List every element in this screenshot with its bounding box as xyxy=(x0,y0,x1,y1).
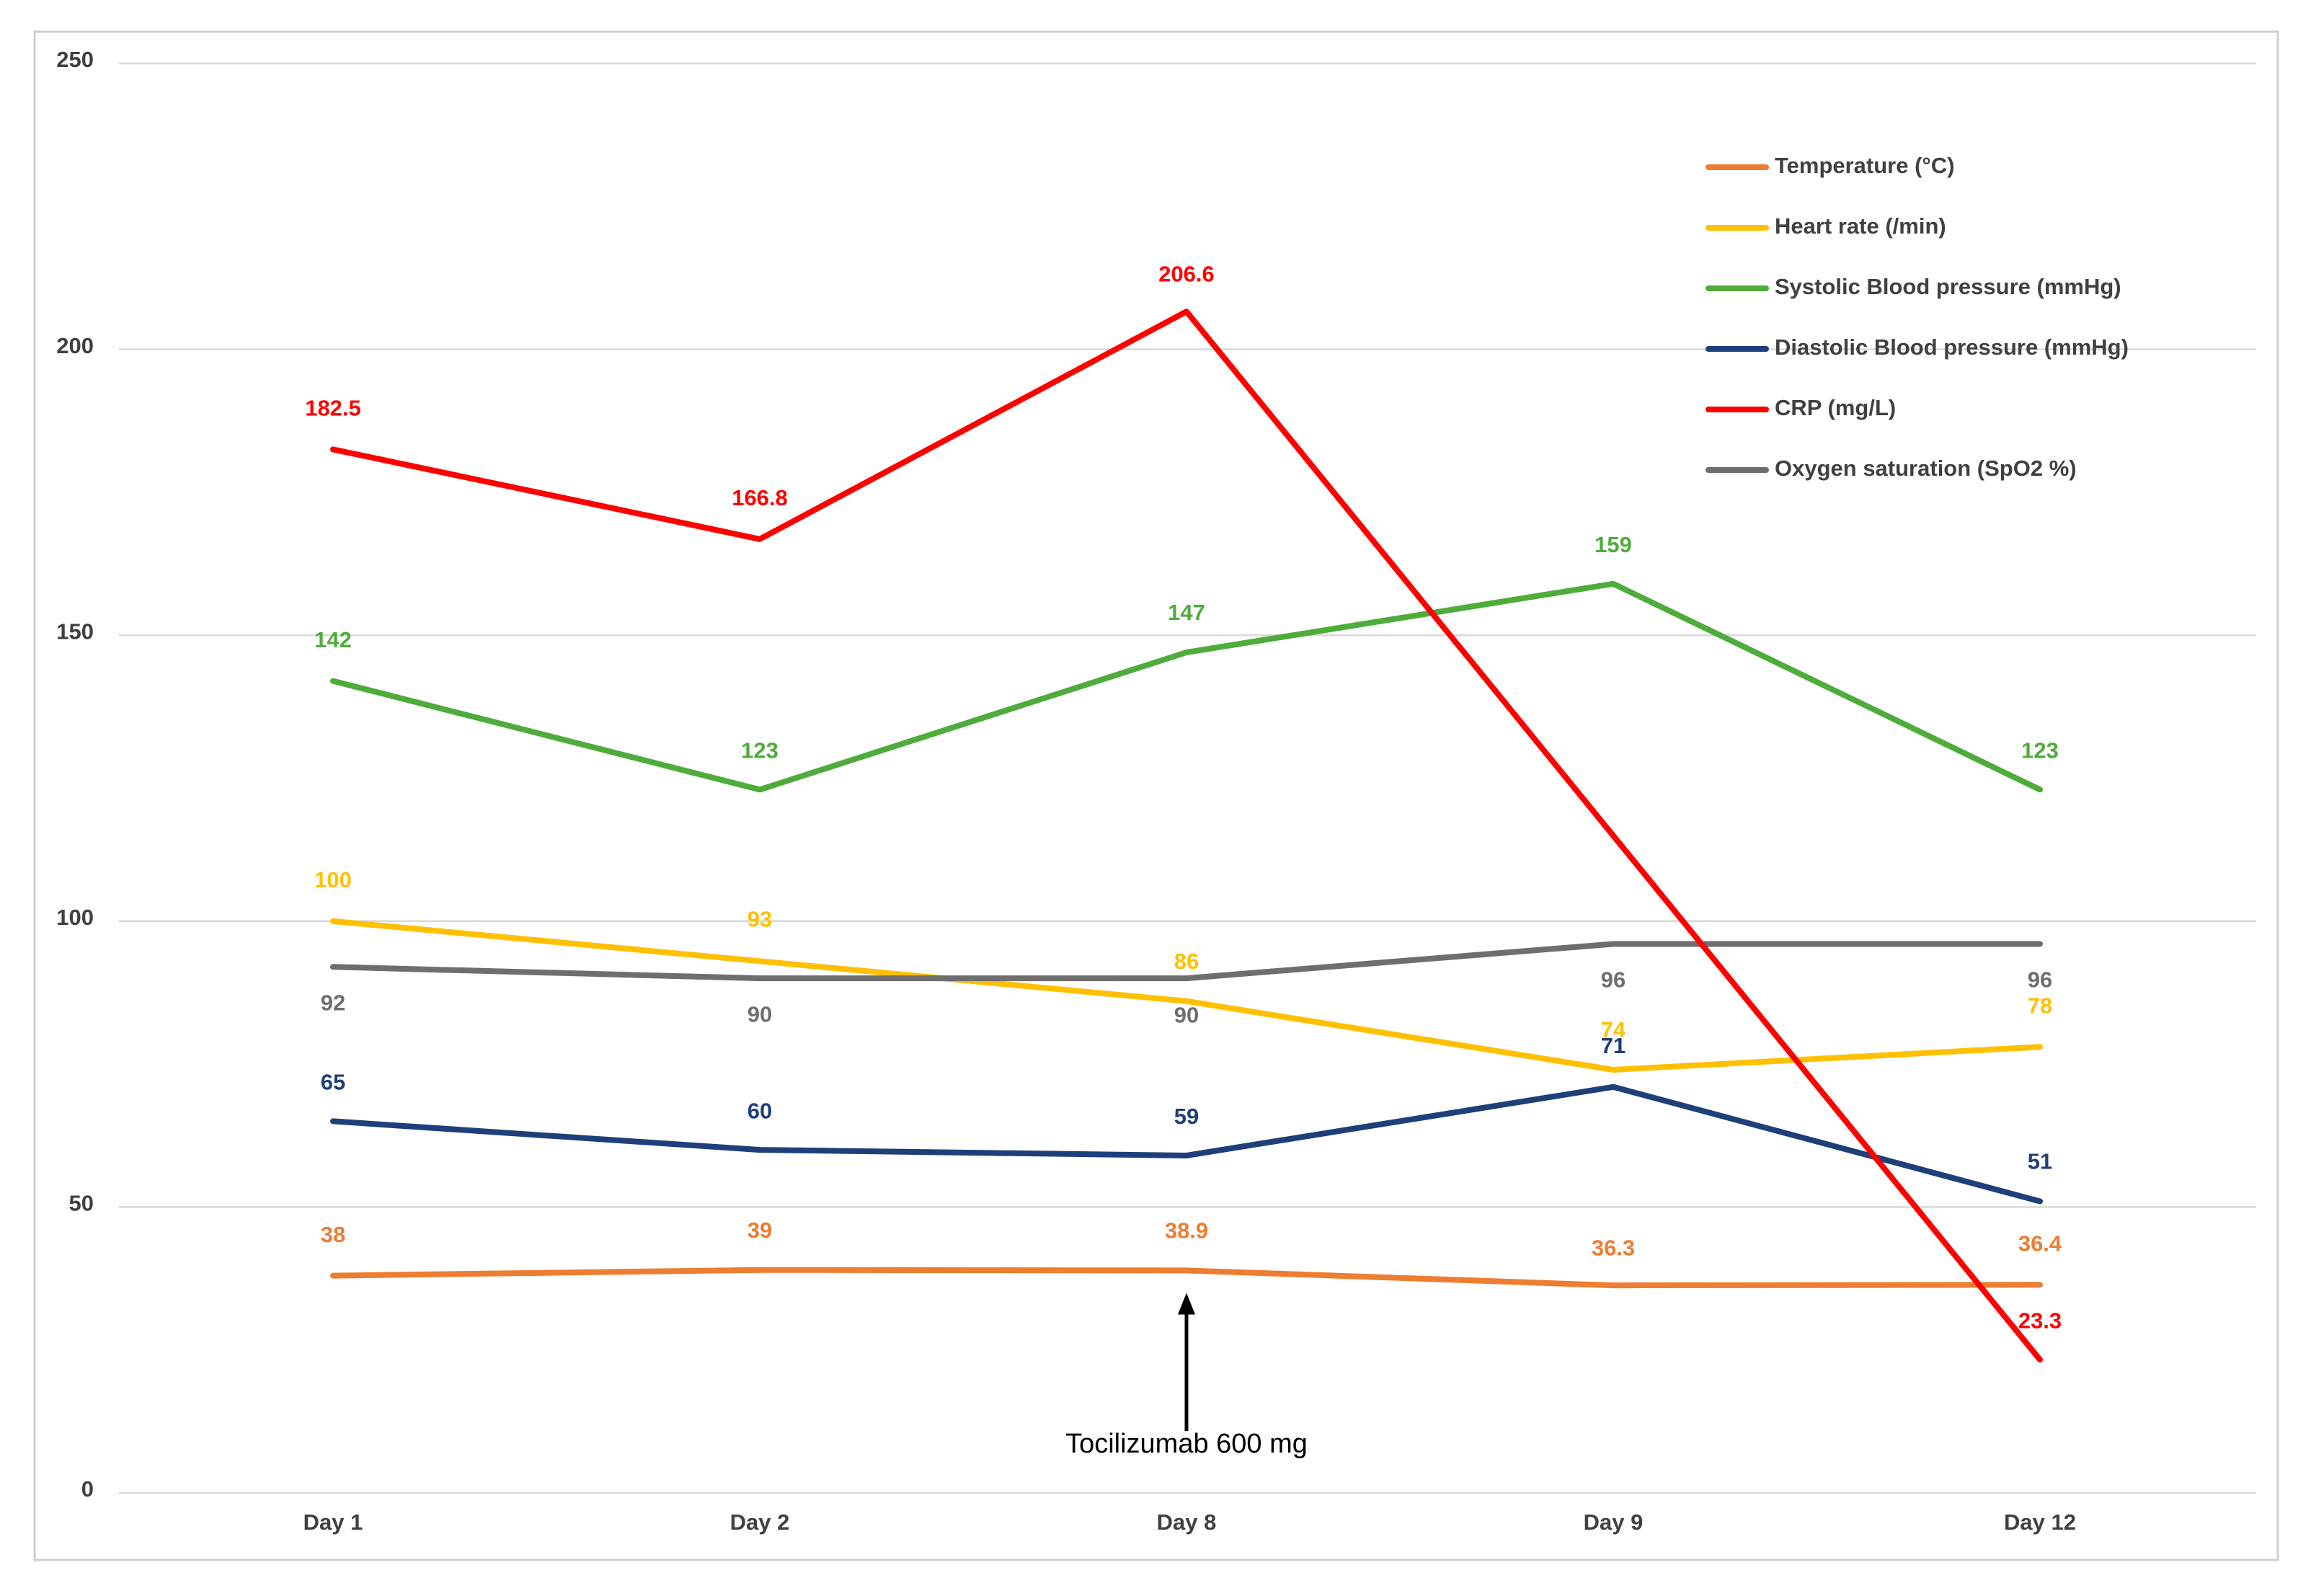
series-line-temperature-c xyxy=(330,1267,2043,1289)
series-line-heart-rate-min xyxy=(330,918,2043,1073)
data-label-oxygen-saturation-spo2-day-12: 96 xyxy=(2028,967,2052,993)
data-label-temperature-c-day-8: 38.9 xyxy=(1165,1218,1208,1243)
data-label-oxygen-saturation-spo2-day-1: 92 xyxy=(321,990,345,1015)
data-label-diastolic-blood-pressure-mmhg-day-8: 59 xyxy=(1174,1104,1199,1129)
y-axis-ticks: 0 50 100 150 200 250 xyxy=(56,47,94,1502)
y-tick-label-0: 0 xyxy=(81,1476,94,1502)
chart-frame xyxy=(33,30,2279,1561)
data-label-crp-mg-l-day-2: 166.8 xyxy=(732,485,788,510)
annotation-arrow-head xyxy=(1178,1293,1195,1315)
legend-item-oxygen-saturation-spo2: Oxygen saturation (SpO2 %) xyxy=(1705,456,2077,481)
legend-label-heart-rate-min: Heart rate (/min) xyxy=(1775,213,1946,239)
data-labels: 38 39 38.9 36.3 36.4 100 93 86 74 78 142 123 147 159 1… xyxy=(305,261,2062,1333)
series-line-crp-mg-l xyxy=(330,309,2043,1363)
data-label-temperature-c-day-2: 39 xyxy=(748,1218,772,1243)
y-tick-label-50: 50 xyxy=(69,1191,94,1216)
x-tick-label-day-1: Day 1 xyxy=(303,1509,363,1535)
annotations: Tocilizumab 600 mg xyxy=(1065,1293,1308,1459)
series-line-oxygen-saturation-spo2 xyxy=(330,941,2043,982)
series-line-systolic-blood-pressure-mmhg xyxy=(330,580,2043,793)
data-label-oxygen-saturation-spo2-day-9: 96 xyxy=(1601,967,1625,993)
data-label-systolic-blood-pressure-mmhg-day-8: 147 xyxy=(1168,600,1205,625)
data-label-heart-rate-min-day-8: 86 xyxy=(1174,949,1199,974)
x-tick-label-day-12: Day 12 xyxy=(2004,1509,2076,1535)
gridlines xyxy=(119,62,2256,1494)
legend-item-heart-rate-min: Heart rate (/min) xyxy=(1705,213,1946,239)
legend-label-systolic-blood-pressure-mmhg: Systolic Blood pressure (mmHg) xyxy=(1775,274,2121,299)
legend-item-crp-mg-l: CRP (mg/L) xyxy=(1705,395,1896,420)
data-label-heart-rate-min-day-1: 100 xyxy=(314,867,352,892)
y-tick-label-100: 100 xyxy=(56,905,94,930)
data-label-crp-mg-l-day-8: 206.6 xyxy=(1158,261,1215,286)
legend-item-temperature-c: Temperature (°C) xyxy=(1705,153,1955,178)
data-label-systolic-blood-pressure-mmhg-day-2: 123 xyxy=(741,738,779,763)
data-label-systolic-blood-pressure-mmhg-day-9: 159 xyxy=(1594,532,1632,557)
legend: Temperature (°C) Heart rate (/min) Systoli… xyxy=(1705,153,2129,481)
legend-label-oxygen-saturation-spo2: Oxygen saturation (SpO2 %) xyxy=(1775,456,2077,481)
data-label-temperature-c-day-12: 36.4 xyxy=(2018,1231,2062,1256)
data-label-oxygen-saturation-spo2-day-2: 90 xyxy=(748,1001,772,1027)
y-tick-label-200: 200 xyxy=(56,333,94,358)
data-label-diastolic-blood-pressure-mmhg-day-9: 71 xyxy=(1601,1033,1625,1058)
series-line-diastolic-blood-pressure-mmhg xyxy=(330,1083,2043,1205)
data-label-systolic-blood-pressure-mmhg-day-1: 142 xyxy=(314,627,352,652)
data-label-diastolic-blood-pressure-mmhg-day-12: 51 xyxy=(2028,1149,2052,1174)
legend-item-diastolic-blood-pressure-mmhg: Diastolic Blood pressure (mmHg) xyxy=(1705,334,2129,360)
x-axis-ticks: Day 1 Day 2 Day 8 Day 9 Day 12 xyxy=(303,1509,2076,1535)
data-label-oxygen-saturation-spo2-day-8: 90 xyxy=(1174,1002,1199,1027)
legend-item-systolic-blood-pressure-mmhg: Systolic Blood pressure (mmHg) xyxy=(1705,274,2121,299)
data-label-heart-rate-min-day-12: 78 xyxy=(2028,993,2052,1018)
data-label-diastolic-blood-pressure-mmhg-day-2: 60 xyxy=(748,1098,772,1123)
legend-label-temperature-c: Temperature (°C) xyxy=(1775,153,1955,178)
annotation-text: Tocilizumab 600 mg xyxy=(1065,1429,1308,1459)
data-label-heart-rate-min-day-2: 93 xyxy=(748,907,772,932)
y-tick-label-250: 250 xyxy=(56,47,94,72)
x-tick-label-day-2: Day 2 xyxy=(730,1509,790,1535)
data-label-temperature-c-day-1: 38 xyxy=(321,1222,345,1247)
data-label-temperature-c-day-9: 36.3 xyxy=(1592,1235,1635,1260)
legend-label-crp-mg-l: CRP (mg/L) xyxy=(1775,395,1896,420)
data-label-heart-rate-min-day-9: 74 xyxy=(1601,1017,1626,1042)
data-label-crp-mg-l-day-1: 182.5 xyxy=(305,396,361,421)
data-label-systolic-blood-pressure-mmhg-day-12: 123 xyxy=(2021,738,2059,763)
x-tick-label-day-9: Day 9 xyxy=(1584,1509,1644,1535)
data-label-crp-mg-l-day-12: 23.3 xyxy=(2018,1308,2062,1333)
series-lines xyxy=(330,309,2043,1363)
x-tick-label-day-8: Day 8 xyxy=(1157,1509,1217,1535)
data-label-diastolic-blood-pressure-mmhg-day-1: 65 xyxy=(321,1070,345,1095)
y-tick-label-150: 150 xyxy=(56,619,94,644)
legend-label-diastolic-blood-pressure-mmhg: Diastolic Blood pressure (mmHg) xyxy=(1775,334,2129,360)
